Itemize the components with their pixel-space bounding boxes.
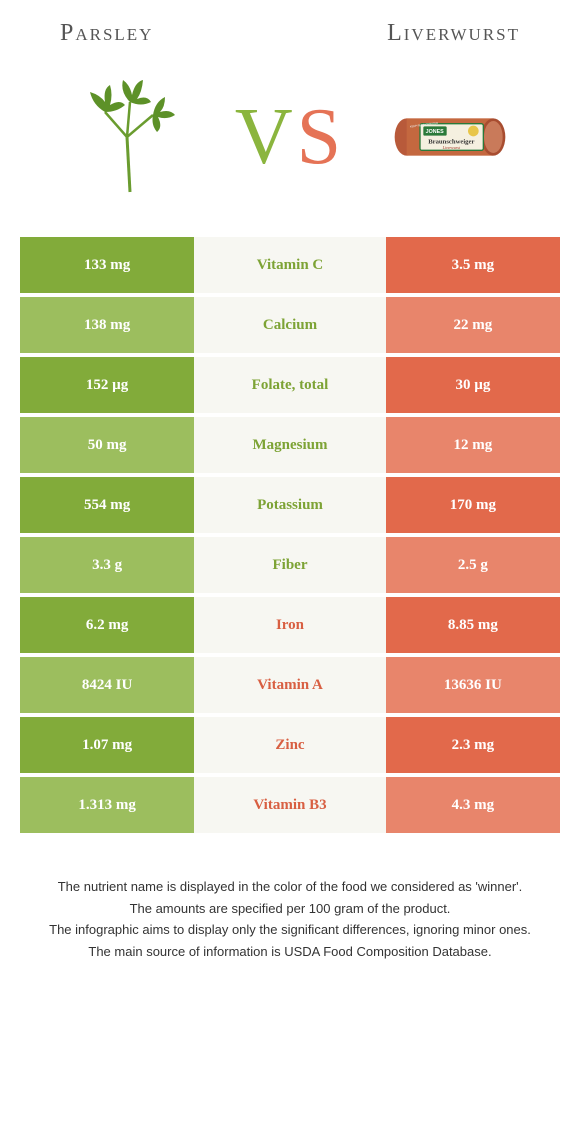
footer-line: The infographic aims to display only the… <box>45 920 535 940</box>
left-value: 138 mg <box>20 297 194 353</box>
table-row: 1.07 mgZinc2.3 mg <box>20 717 560 773</box>
nutrient-name: Folate, total <box>194 357 386 413</box>
right-value: 12 mg <box>386 417 560 473</box>
vs-s-letter: S <box>297 93 346 181</box>
right-value: 4.3 mg <box>386 777 560 833</box>
table-row: 554 mgPotassium170 mg <box>20 477 560 533</box>
nutrient-name: Vitamin C <box>194 237 386 293</box>
table-row: 50 mgMagnesium12 mg <box>20 417 560 473</box>
right-value: 3.5 mg <box>386 237 560 293</box>
nutrient-table: 133 mgVitamin C3.5 mg138 mgCalcium22 mg1… <box>20 237 560 833</box>
nutrient-name: Magnesium <box>194 417 386 473</box>
infographic-container: Parsley Liverwurst VS <box>0 0 580 983</box>
left-value: 6.2 mg <box>20 597 194 653</box>
left-value: 152 µg <box>20 357 194 413</box>
footer-line: The amounts are specified per 100 gram o… <box>45 899 535 919</box>
table-row: 138 mgCalcium22 mg <box>20 297 560 353</box>
nutrient-name: Vitamin A <box>194 657 386 713</box>
nutrient-name: Fiber <box>194 537 386 593</box>
left-value: 50 mg <box>20 417 194 473</box>
left-value: 554 mg <box>20 477 194 533</box>
left-value: 8424 IU <box>20 657 194 713</box>
header-row: Parsley Liverwurst <box>20 0 560 57</box>
liverwurst-icon: JONES Braunschweiger Liverwurst KEEP REF… <box>390 77 510 197</box>
left-value: 1.313 mg <box>20 777 194 833</box>
left-value: 3.3 g <box>20 537 194 593</box>
left-value: 1.07 mg <box>20 717 194 773</box>
parsley-icon <box>70 77 190 197</box>
table-row: 8424 IUVitamin A13636 IU <box>20 657 560 713</box>
right-food-title: Liverwurst <box>387 20 520 47</box>
right-value: 30 µg <box>386 357 560 413</box>
table-row: 133 mgVitamin C3.5 mg <box>20 237 560 293</box>
right-value: 13636 IU <box>386 657 560 713</box>
footer-notes: The nutrient name is displayed in the co… <box>20 837 560 983</box>
footer-line: The nutrient name is displayed in the co… <box>45 877 535 897</box>
vs-v-letter: V <box>235 93 297 181</box>
vs-label: VS <box>235 92 345 183</box>
images-row: VS JONES Braunschweiger Liverwurst KEEP … <box>20 57 560 237</box>
table-row: 152 µgFolate, total30 µg <box>20 357 560 413</box>
table-row: 6.2 mgIron8.85 mg <box>20 597 560 653</box>
right-value: 8.85 mg <box>386 597 560 653</box>
right-value: 22 mg <box>386 297 560 353</box>
table-row: 1.313 mgVitamin B34.3 mg <box>20 777 560 833</box>
table-row: 3.3 gFiber2.5 g <box>20 537 560 593</box>
left-food-title: Parsley <box>60 20 153 47</box>
right-value: 2.3 mg <box>386 717 560 773</box>
nutrient-name: Iron <box>194 597 386 653</box>
nutrient-name: Calcium <box>194 297 386 353</box>
svg-text:JONES: JONES <box>426 129 445 135</box>
nutrient-name: Zinc <box>194 717 386 773</box>
nutrient-name: Potassium <box>194 477 386 533</box>
left-value: 133 mg <box>20 237 194 293</box>
right-value: 2.5 g <box>386 537 560 593</box>
footer-line: The main source of information is USDA F… <box>45 942 535 962</box>
svg-text:Liverwurst: Liverwurst <box>442 145 461 150</box>
right-value: 170 mg <box>386 477 560 533</box>
nutrient-name: Vitamin B3 <box>194 777 386 833</box>
